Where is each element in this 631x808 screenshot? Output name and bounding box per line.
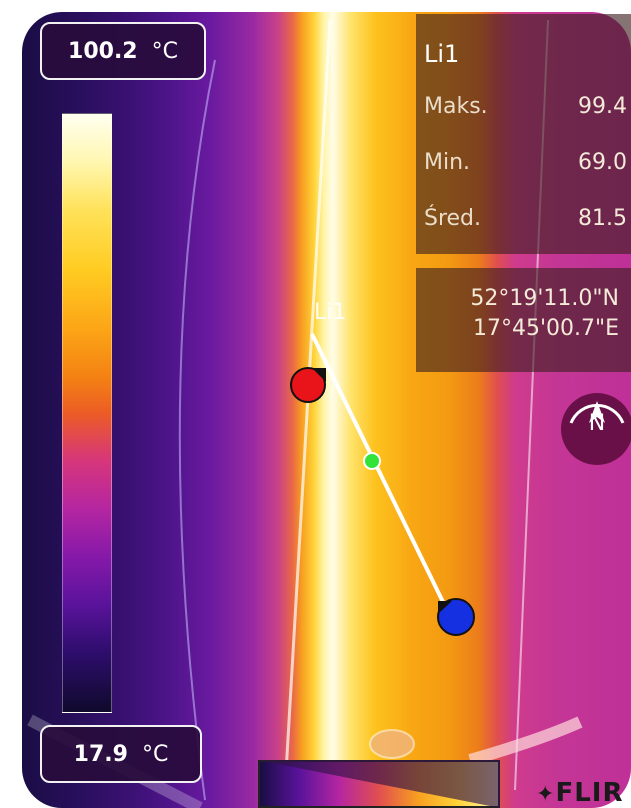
gps-longitude: 17°45'00.7"E bbox=[472, 316, 619, 341]
brand-logo-icon: ✦ bbox=[536, 782, 556, 807]
compass-icon bbox=[569, 401, 625, 424]
measurement-line-label: Li1 bbox=[314, 300, 347, 325]
compass-button[interactable]: N bbox=[561, 393, 631, 465]
max-temperature-value: 100.2 bbox=[68, 38, 138, 64]
max-marker-pointer bbox=[312, 368, 326, 382]
stat-value-max: 99.4 bbox=[578, 94, 627, 119]
min-marker-pointer bbox=[438, 601, 452, 614]
palette-selector-shade bbox=[258, 760, 500, 808]
min-temperature-unit: °C bbox=[141, 741, 169, 767]
stat-label-avg: Śred. bbox=[424, 206, 482, 231]
temperature-colorbar bbox=[62, 113, 112, 713]
brand-logo: ✦FLIR bbox=[536, 778, 623, 808]
min-temperature-marker bbox=[437, 598, 475, 636]
max-temperature-unit: °C bbox=[151, 38, 178, 64]
brand-logo-text: FLIR bbox=[555, 778, 624, 808]
measurement-line bbox=[310, 333, 446, 605]
max-temperature-box[interactable]: 100.2 °C bbox=[40, 22, 206, 80]
stat-label-max: Maks. bbox=[424, 94, 488, 119]
line-center-marker bbox=[363, 452, 381, 470]
min-temperature-box[interactable]: 17.9 °C bbox=[40, 725, 202, 783]
stat-label-min: Min. bbox=[424, 150, 471, 175]
gps-coordinates-panel: 52°19'11.0"N 17°45'00.7"E bbox=[416, 268, 631, 372]
max-temperature-marker bbox=[290, 367, 326, 403]
measurement-panel[interactable]: Li1 Maks. 99.4 Min. 69.0 Śred. 81.5 bbox=[416, 14, 631, 254]
stat-value-avg: 81.5 bbox=[578, 206, 627, 231]
measurement-tool-name: Li1 bbox=[424, 40, 460, 68]
compass-label: N bbox=[588, 411, 606, 436]
gps-latitude: 52°19'11.0"N bbox=[470, 286, 619, 311]
min-temperature-value: 17.9 bbox=[73, 741, 128, 767]
stat-value-min: 69.0 bbox=[578, 150, 627, 175]
